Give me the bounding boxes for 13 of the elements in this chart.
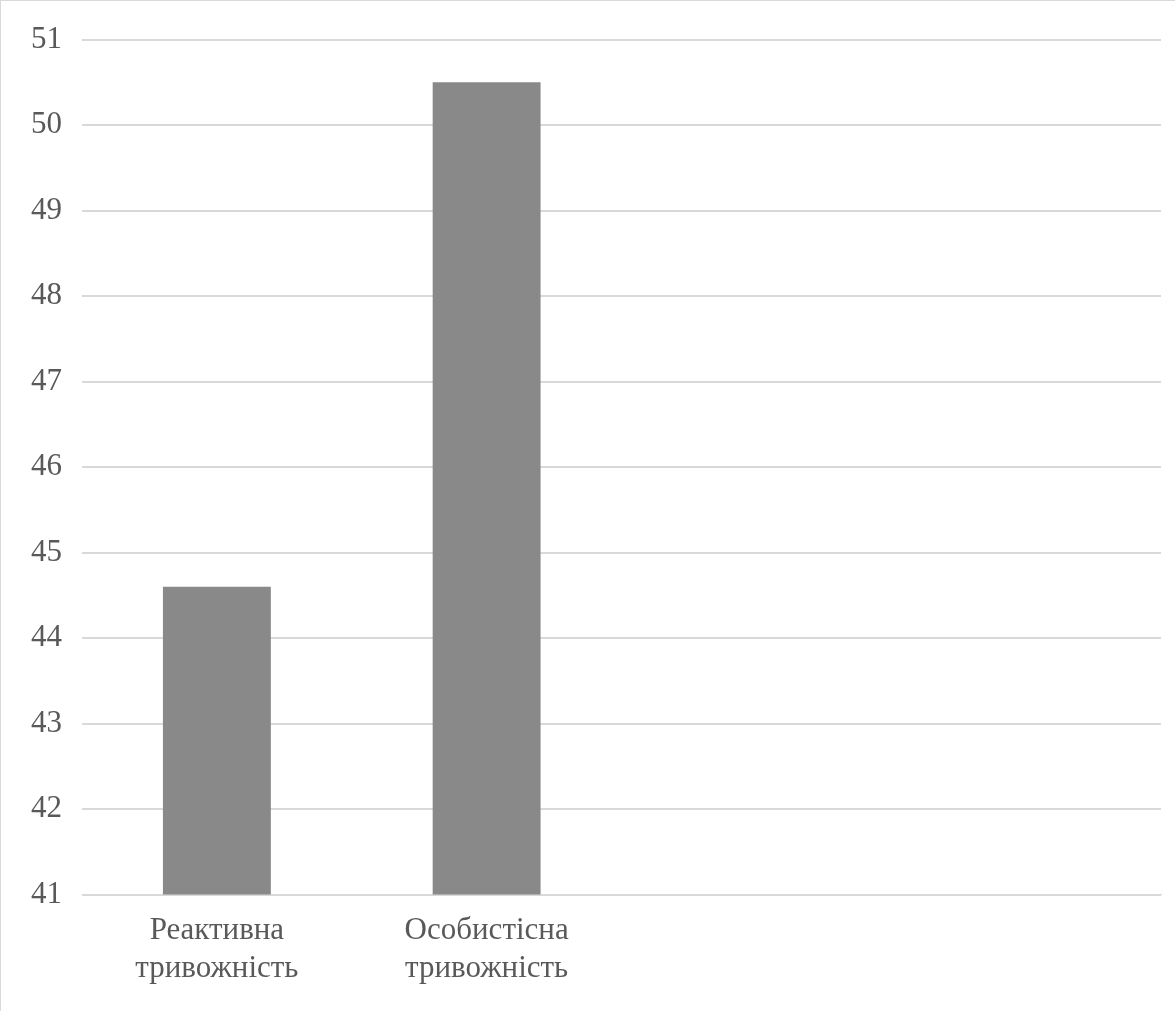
y-tick-label: 50 bbox=[31, 105, 62, 141]
y-tick-label: 49 bbox=[31, 190, 62, 226]
y-tick-label: 47 bbox=[31, 361, 62, 397]
y-tick-label: 42 bbox=[31, 789, 62, 825]
y-tick-label: 45 bbox=[31, 532, 62, 568]
x-tick-label: Реактивна тривожність bbox=[135, 911, 299, 984]
y-tick-label: 44 bbox=[31, 618, 63, 654]
x-tick-label: Особистісна тривожність bbox=[404, 911, 569, 984]
y-tick-label: 41 bbox=[31, 874, 62, 910]
y-tick-label: 48 bbox=[31, 276, 62, 312]
y-tick-label: 51 bbox=[31, 19, 62, 55]
y-tick-label: 43 bbox=[31, 703, 62, 739]
y-tick-label: 46 bbox=[31, 447, 62, 483]
